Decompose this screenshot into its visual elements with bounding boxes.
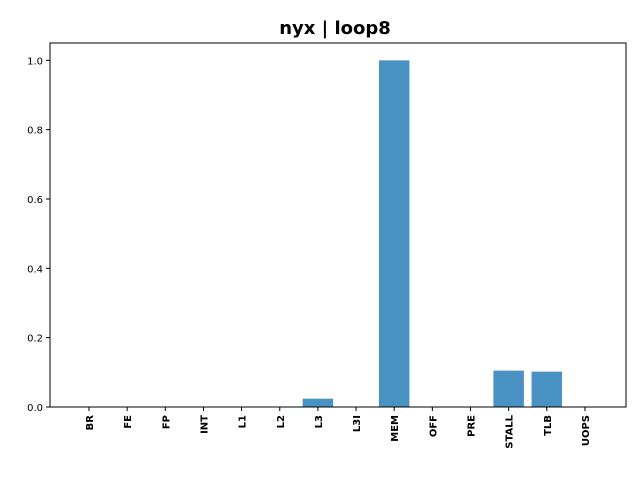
x-axis: BR FE FP INT L1 L2 L3 L3I MEM OFF PRE STALL TLB UOPS: [85, 407, 592, 449]
x-tick-label: MEM: [390, 415, 401, 442]
x-tick-label: FE: [123, 415, 134, 429]
bar-tlb: [531, 371, 563, 407]
x-tick-label: STALL: [505, 414, 516, 448]
bar-l3: [302, 398, 334, 407]
x-tick-label: INT: [199, 415, 210, 434]
chart-title: nyx | loop8: [279, 18, 391, 39]
bar-stall: [493, 370, 524, 407]
y-tick-label: 0.0: [27, 403, 43, 414]
y-tick-label: 0.6: [27, 195, 43, 206]
x-tick-label: BR: [85, 415, 96, 431]
x-tick-label: L1: [238, 415, 249, 428]
x-tick-label: OFF: [428, 415, 439, 437]
x-tick-label: TLB: [543, 415, 554, 436]
plot-frame: [49, 42, 627, 408]
x-tick-label: FP: [161, 415, 172, 429]
y-axis: 0.0 0.2 0.4 0.6 0.8 1.0: [27, 56, 50, 414]
bars-layer: [302, 60, 563, 407]
x-tick-label: L2: [276, 415, 287, 428]
x-tick-label: L3I: [352, 415, 363, 432]
x-tick-label: PRE: [467, 415, 478, 437]
y-tick-label: 0.2: [27, 334, 43, 345]
y-tick-label: 0.4: [27, 264, 43, 275]
y-tick-label: 1.0: [27, 56, 43, 67]
y-tick-label: 0.8: [27, 126, 43, 137]
x-tick-label: UOPS: [581, 415, 592, 446]
bar-mem: [378, 60, 410, 407]
x-tick-label: L3: [314, 415, 325, 428]
